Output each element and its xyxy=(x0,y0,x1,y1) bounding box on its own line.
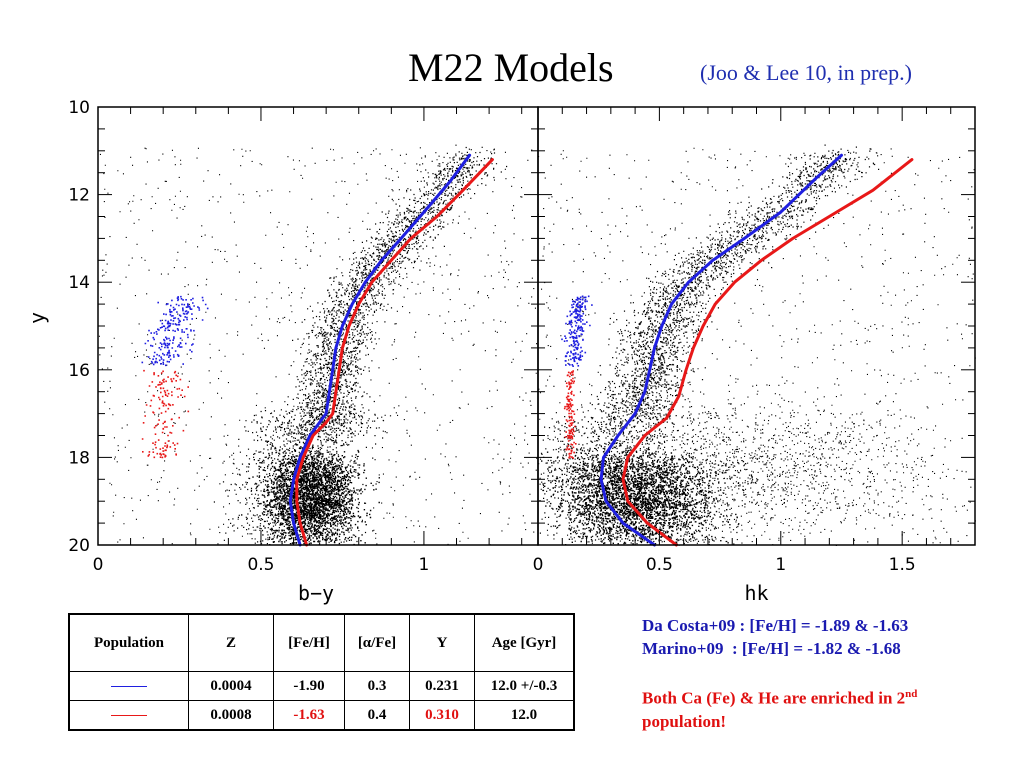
hb-red-points-2 xyxy=(563,370,577,459)
isochrone-blue-2 xyxy=(599,153,843,547)
table-row: 0.0008 -1.63 0.4 0.310 12.0 xyxy=(68,700,575,731)
y-tick-label: 16 xyxy=(68,361,90,381)
axes-frame-layer xyxy=(97,106,976,546)
population-table: Population Z [Fe/H] [α/Fe] Y Age [Gyr] 0… xyxy=(68,613,575,731)
population-swatch-red xyxy=(68,700,189,731)
cmd-plots: 0 0.5 1 10 12 14 16 18 20 b−y y 0 0.5 1 1.5 hk xyxy=(25,98,976,605)
header-y: Y xyxy=(409,613,475,672)
header-feh: [Fe/H] xyxy=(273,613,345,672)
header-age: Age [Gyr] xyxy=(474,613,575,672)
x-axis-title-1: b−y xyxy=(298,581,334,605)
isochrone-layer xyxy=(288,153,914,547)
header-population: Population xyxy=(68,613,189,672)
notes-panel: Da Costa+09 : [Fe/H] = -1.89 & -1.63 Mar… xyxy=(642,614,1014,733)
note-enrichment-text: Both Ca (Fe) & He are enriched in 2 xyxy=(642,688,906,708)
x-tick-label: 0.5 xyxy=(247,555,274,575)
note-enrichment-sup: nd xyxy=(905,688,918,700)
cell-z: 0.0008 xyxy=(188,700,274,731)
table-row: 0.0004 -1.90 0.3 0.231 12.0 +/-0.3 xyxy=(68,671,575,701)
population-swatch-blue xyxy=(68,671,189,701)
x-axis-title-2: hk xyxy=(744,581,768,605)
header-z: Z xyxy=(188,613,274,672)
note-population: population! xyxy=(642,711,727,731)
cell-alpha-fe: 0.3 xyxy=(344,671,410,701)
page-title: M22 Models xyxy=(408,45,614,90)
cell-y: 0.231 xyxy=(409,671,475,701)
note-enrichment: Both Ca (Fe) & He are enriched in 2nd xyxy=(642,683,1014,710)
y-tick-label: 18 xyxy=(68,448,90,468)
table-header-row: Population Z [Fe/H] [α/Fe] Y Age [Gyr] xyxy=(68,613,575,672)
cell-age: 12.0 +/-0.3 xyxy=(474,671,575,701)
x-tick-label: 0 xyxy=(533,555,544,575)
isochrone-red-1 xyxy=(295,158,494,547)
header-alpha-fe: [α/Fe] xyxy=(344,613,410,672)
x-tick-label: 1.5 xyxy=(889,555,916,575)
page-subtitle: (Joo & Lee 10, in prep.) xyxy=(700,60,912,85)
cell-alpha-fe: 0.4 xyxy=(344,700,410,731)
axis-labels-layer: 0 0.5 1 10 12 14 16 18 20 b−y y 0 0.5 1 1.5 hk xyxy=(25,98,916,605)
note-dacosta: Da Costa+09 : [Fe/H] = -1.89 & -1.63 xyxy=(642,616,909,635)
y-tick-label: 12 xyxy=(68,186,90,206)
isochrone-red-2 xyxy=(621,158,914,547)
isochrone-blue-1 xyxy=(288,153,472,547)
hb-blue-points-2 xyxy=(561,295,593,367)
y-tick-label: 10 xyxy=(68,98,90,118)
y-axis-title: y xyxy=(25,312,49,324)
cell-y: 0.310 xyxy=(409,700,475,731)
x-tick-label: 0 xyxy=(93,555,104,575)
field-star-points-1 xyxy=(98,144,539,546)
x-tick-label: 1 xyxy=(419,555,430,575)
cell-z: 0.0004 xyxy=(188,671,274,701)
note-marino: Marino+09 : [Fe/H] = -1.82 & -1.68 xyxy=(642,639,901,658)
field-star-points-2 xyxy=(538,144,976,546)
y-tick-label: 14 xyxy=(68,273,90,293)
hb-blue-points-1 xyxy=(141,295,209,367)
star-points-layer xyxy=(98,144,976,546)
cell-feh: -1.90 xyxy=(273,671,345,701)
y-tick-label: 20 xyxy=(68,536,90,556)
x-tick-label: 0.5 xyxy=(646,555,673,575)
x-tick-label: 1 xyxy=(775,555,786,575)
hb-red-points-1 xyxy=(141,369,190,459)
cell-feh: -1.63 xyxy=(273,700,345,731)
cell-age: 12.0 xyxy=(474,700,575,731)
